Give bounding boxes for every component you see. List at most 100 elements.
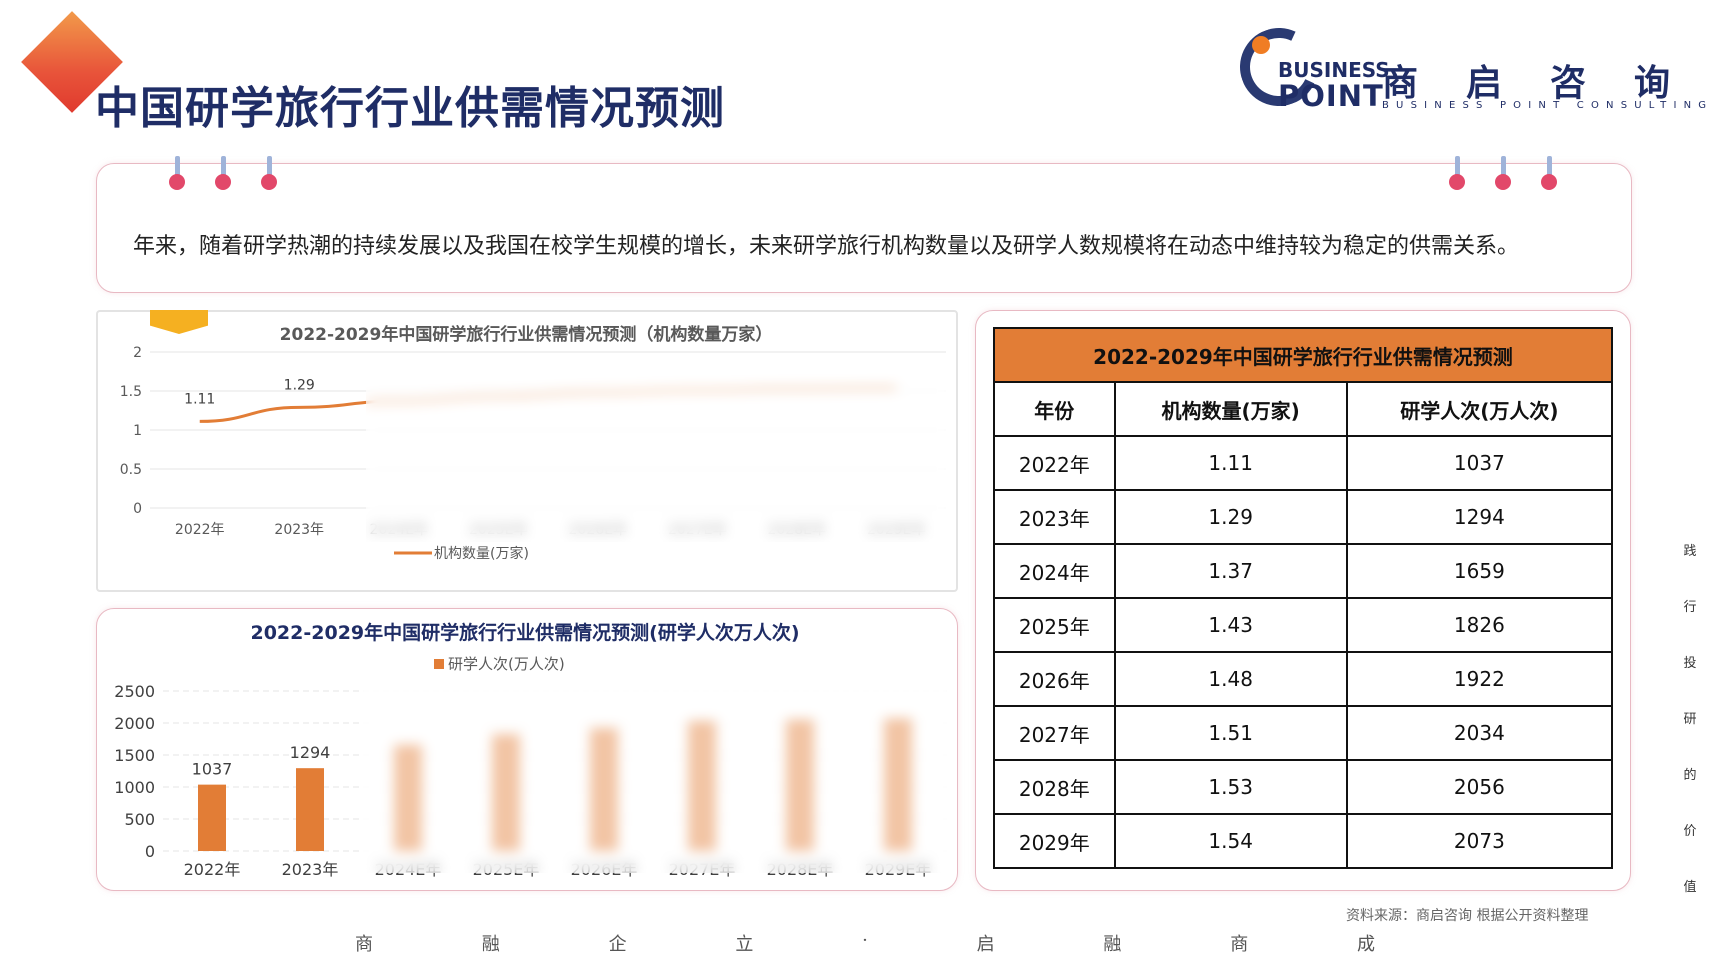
table-cell: 2025年 (993, 597, 1116, 653)
table-cell: 2026年 (993, 651, 1116, 707)
chart-title: 2022-2029年中国研学旅行行业供需情况预测(研学人次万人次) (250, 621, 799, 644)
y-tick-label: 500 (124, 810, 155, 829)
side-char: 值 (1683, 880, 1697, 895)
slogan: 商 融 企 立 · 启 融 商 成 (355, 930, 1375, 956)
side-char: 价 (1683, 824, 1697, 839)
table-cell: 1659 (1345, 543, 1614, 599)
logo-point-text: POINT (1278, 79, 1384, 113)
y-tick-label: 2 (133, 345, 142, 361)
x-tick-label: 2023年 (282, 860, 339, 879)
table-row: 2028年 1.53 2056 (993, 759, 1614, 815)
table-cell: 2029年 (993, 813, 1116, 869)
slogan-char: · (862, 930, 868, 951)
table-cell: 2028年 (993, 759, 1116, 815)
table-cell: 1037 (1345, 435, 1614, 491)
data-label: 1.29 (284, 377, 315, 393)
table-cell: 2056 (1345, 759, 1614, 815)
intro-text: 年来，随着研学热潮的持续发展以及我国在校学生规模的增长，未来研学旅行机构数量以及… (133, 234, 1520, 259)
slogan-char: 成 (1356, 934, 1375, 955)
side-char: 行 (1683, 600, 1697, 615)
bar-chart-panel: 2022-2029年中国研学旅行行业供需情况预测(研学人次万人次) 研学人次(万人… (96, 608, 958, 891)
pin-icon (261, 156, 277, 192)
table-cell: 2034 (1345, 705, 1614, 761)
pin-icon (1495, 156, 1511, 192)
slogan-char: 融 (1103, 934, 1122, 955)
y-tick-label: 1000 (114, 778, 155, 797)
side-char: 投 (1683, 656, 1697, 671)
table-cell: 1294 (1345, 489, 1614, 545)
blurred-area (359, 683, 951, 873)
blurred-area (366, 362, 948, 542)
y-tick-label: 1.5 (120, 384, 142, 400)
legend-swatch (434, 659, 444, 669)
table-row: 2025年 1.43 1826 (993, 597, 1614, 653)
table-cell: 1.11 (1113, 435, 1348, 491)
y-tick-label: 0.5 (120, 462, 142, 478)
slogan-char: 融 (481, 934, 500, 955)
table-row: 2022年 1.11 1037 (993, 435, 1614, 491)
slogan-char: 商 (1230, 934, 1249, 955)
pin-icon (215, 156, 231, 192)
table-cell: 1.53 (1113, 759, 1348, 815)
bar (198, 784, 226, 851)
slogan-char: 企 (608, 934, 627, 955)
legend-label: 机构数量(万家) (434, 545, 529, 562)
side-char: 研 (1683, 712, 1697, 727)
pin-icon (1449, 156, 1465, 192)
slogan-char: 商 (355, 934, 373, 955)
legend-label: 研学人次(万人次) (448, 655, 565, 673)
table-cell: 1.43 (1113, 597, 1348, 653)
table-cell: 1.29 (1113, 489, 1348, 545)
logo-english-name: BUSINESS POINT CONSULTING (1382, 100, 1711, 111)
y-tick-label: 1 (133, 423, 142, 439)
y-tick-label: 1500 (114, 746, 155, 765)
logo-business-text: BUSINESS (1278, 58, 1390, 82)
table-cell: 1.37 (1113, 543, 1348, 599)
y-tick-label: 0 (133, 501, 142, 517)
slogan-char: 启 (976, 934, 995, 955)
intro-panel: 年来，随着研学热潮的持续发展以及我国在校学生规模的增长，未来研学旅行机构数量以及… (96, 156, 1632, 293)
data-label: 1.11 (184, 391, 215, 407)
side-char: 的 (1683, 768, 1697, 783)
table-header-year: 年份 (993, 381, 1116, 437)
table-cell: 2024年 (993, 543, 1116, 599)
source-note: 资料来源：商启咨询 根据公开资料整理 (1346, 908, 1589, 924)
table-cell: 2073 (1345, 813, 1614, 869)
table-row: 2026年 1.48 1922 (993, 651, 1614, 707)
x-tick-label: 2022年 (175, 522, 225, 538)
logo-dot-icon (1252, 36, 1270, 54)
table-cell: 1826 (1345, 597, 1614, 653)
data-label: 1294 (290, 743, 331, 762)
side-slogan: 践 行 投 研 的 价 值 (1680, 540, 1700, 895)
line-chart-panel: 2022-2029年中国研学旅行行业供需情况预测（机构数量万家） 0 0.5 1 1.5… (96, 310, 958, 592)
pin-icon (1541, 156, 1557, 192)
table-row: 2029年 1.54 2073 (993, 813, 1614, 869)
y-tick-label: 2500 (114, 682, 155, 701)
table-cell: 1.51 (1113, 705, 1348, 761)
y-tick-label: 2000 (114, 714, 155, 733)
table-cell: 1.54 (1113, 813, 1348, 869)
table-caption: 2022-2029年中国研学旅行行业供需情况预测 (993, 327, 1613, 383)
page-title: 中国研学旅行行业供需情况预测 (95, 83, 725, 134)
x-tick-label: 2022年 (184, 860, 241, 879)
logo-chinese-name: 商启咨询 (1382, 63, 1711, 104)
table-header-students: 研学人次(万人次) (1345, 381, 1614, 437)
side-char: 践 (1683, 544, 1697, 559)
table-cell: 1.48 (1113, 651, 1348, 707)
company-logo: BUSINESS POINT 商启咨询 BUSINESS POINT CONSU… (1229, 17, 1706, 117)
table-cell: 2023年 (993, 489, 1116, 545)
chart-title: 2022-2029年中国研学旅行行业供需情况预测（机构数量万家） (280, 324, 773, 345)
table-row: 2024年 1.37 1659 (993, 543, 1614, 599)
pin-icon (169, 156, 185, 192)
y-tick-label: 0 (145, 842, 155, 861)
table-row: 2027年 1.51 2034 (993, 705, 1614, 761)
slogan-char: 立 (735, 934, 754, 955)
table-header-institutions: 机构数量(万家) (1113, 381, 1348, 437)
x-tick-label: 2023年 (274, 522, 324, 538)
table-cell: 2022年 (993, 435, 1116, 491)
bar (296, 768, 324, 851)
forecast-table: 2022-2029年中国研学旅行行业供需情况预测 年份 机构数量(万家) 研学人… (993, 327, 1614, 869)
table-cell: 1922 (1345, 651, 1614, 707)
table-row: 2023年 1.29 1294 (993, 489, 1614, 545)
table-panel: 2022-2029年中国研学旅行行业供需情况预测 年份 机构数量(万家) 研学人… (975, 310, 1631, 891)
